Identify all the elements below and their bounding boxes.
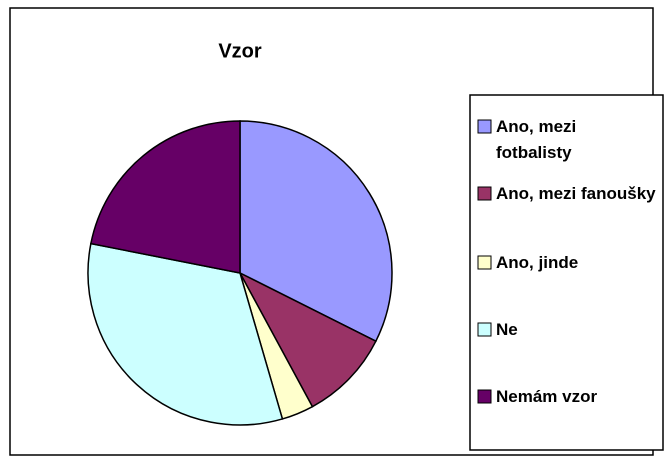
legend-label: Nemám vzor (496, 387, 598, 406)
legend-swatch (477, 186, 492, 201)
legend-box (469, 94, 664, 451)
pie-slice (239, 120, 393, 343)
pie-slice (87, 242, 284, 426)
legend-label: Ano, jinde (496, 253, 579, 272)
legend-label: Ano, mezi fanoušky (496, 184, 656, 203)
legend-swatch (477, 322, 492, 337)
pie-slice (238, 271, 377, 408)
chart-title: Vzor (218, 40, 262, 62)
pie-slice (89, 120, 241, 274)
legend-label: Ano, mezi fotbalisty (496, 117, 577, 162)
legend-swatch (477, 119, 492, 134)
legend-label: Ne (496, 320, 518, 339)
legend-swatch (477, 255, 492, 270)
legend-swatch (477, 389, 492, 404)
